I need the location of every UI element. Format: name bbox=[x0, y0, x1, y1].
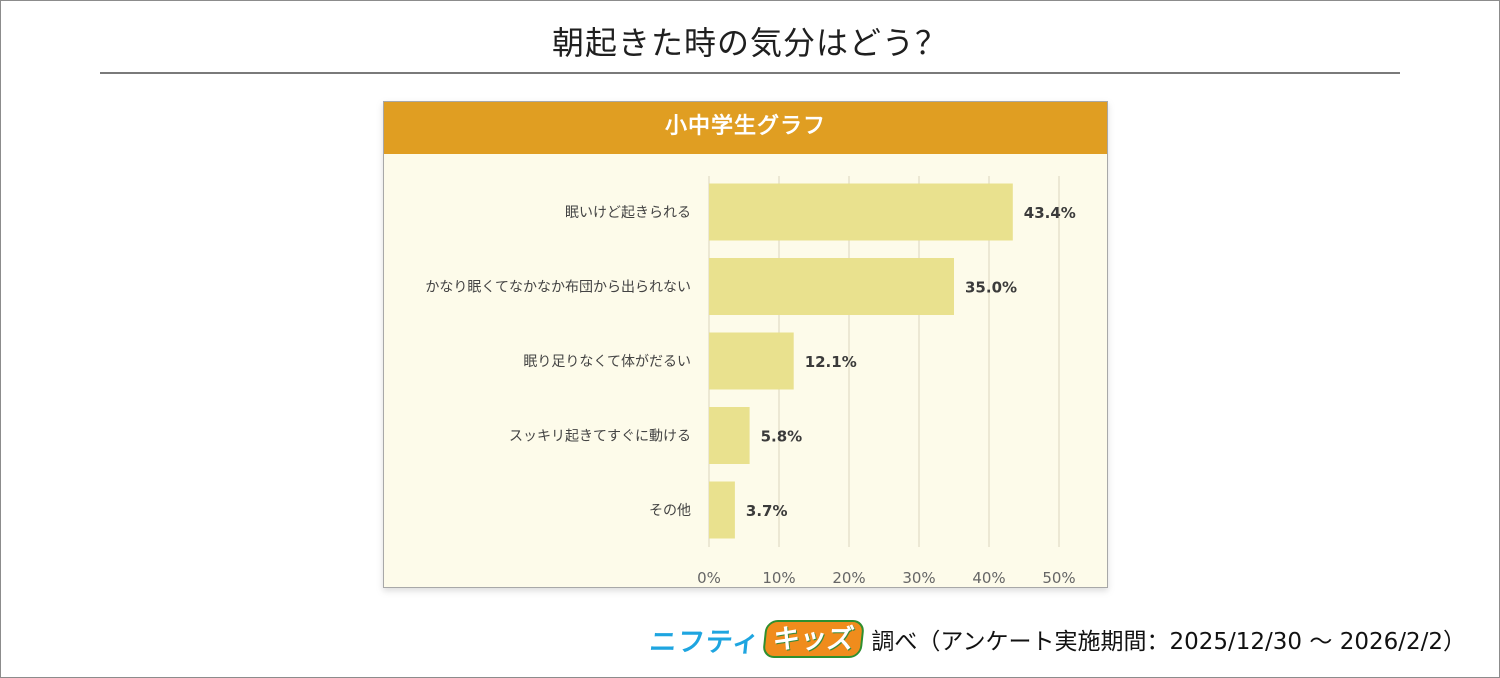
category-label-1: 眠いけど起きられる bbox=[565, 205, 691, 221]
value-label-5: 3.7% bbox=[746, 502, 788, 520]
x-tick-label-10: 10% bbox=[762, 569, 795, 587]
page-title: 朝起きた時の気分はどう？ bbox=[551, 24, 948, 62]
category-label-3: 眠り足りなくて体がだるい bbox=[523, 354, 691, 370]
bar-4 bbox=[709, 407, 750, 464]
kids-logo-badge: キッズ bbox=[762, 620, 866, 658]
x-tick-label-0: 0% bbox=[697, 569, 721, 587]
category-label-4: スッキリ起きてすぐに動ける bbox=[509, 429, 691, 445]
x-tick-label-30: 30% bbox=[902, 569, 935, 587]
category-label-5: その他 bbox=[649, 503, 691, 519]
bar-3 bbox=[709, 332, 794, 390]
bar-5 bbox=[709, 481, 735, 539]
survey-source-text: 調べ（アンケート実施期間：2025/12/30 〜 2026/2/2） bbox=[871, 629, 1466, 655]
nifty-logo-text: ニフティ bbox=[648, 626, 762, 657]
x-tick-label-50: 50% bbox=[1042, 569, 1075, 587]
title-divider bbox=[100, 72, 1400, 74]
value-label-3: 12.1% bbox=[805, 353, 857, 371]
category-label-2: かなり眠くてなかなか布団から出られない bbox=[425, 280, 691, 296]
x-tick-label-40: 40% bbox=[972, 569, 1005, 587]
bar-1 bbox=[709, 183, 1013, 241]
bar-chart: 眠いけど起きられる 43.4% かなり眠くてなかなか布団から出られない 35.0% 眠り… bbox=[425, 176, 1076, 587]
bar-2 bbox=[709, 258, 954, 315]
value-label-1: 43.4% bbox=[1024, 204, 1076, 222]
chart-panel-header: 小中学生グラフ bbox=[384, 102, 1107, 154]
value-label-4: 5.8% bbox=[761, 428, 803, 446]
source-footer: ニフティ キッズ 調べ（アンケート実施期間：2025/12/30 〜 2026/… bbox=[648, 619, 1466, 659]
value-label-2: 35.0% bbox=[965, 279, 1017, 297]
chart-panel: 小中学生グラフ 眠いけど起きられる 43.4% かなり眠くてなかなか布団から出られな… bbox=[383, 101, 1108, 588]
x-tick-label-20: 20% bbox=[832, 569, 865, 587]
